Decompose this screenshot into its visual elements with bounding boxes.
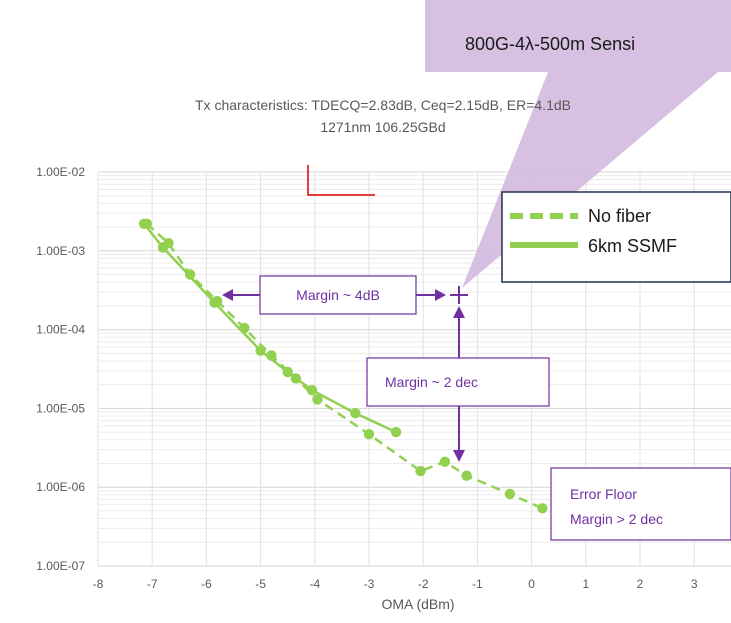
data-point: [415, 465, 426, 477]
x-tick-label: -5: [255, 577, 266, 591]
error-floor-line1: Error Floor: [570, 486, 637, 502]
data-point: [138, 218, 150, 229]
x-tick-label: -2: [418, 577, 429, 591]
data-point: [312, 394, 323, 405]
y-tick-label: 1.00E-03: [36, 244, 85, 258]
data-point: [363, 429, 375, 440]
legend-label-6km: 6km SSMF: [588, 236, 677, 256]
data-point: [350, 408, 361, 419]
legend-label-no-fiber: No fiber: [588, 206, 651, 226]
data-point: [282, 366, 293, 378]
x-tick-label: -1: [472, 577, 483, 591]
series: [138, 218, 548, 514]
x-tick-label: 2: [637, 577, 644, 591]
error-floor-line2: Margin > 2 dec: [570, 511, 663, 527]
series-line-0: [145, 222, 543, 510]
margin-4db-box: Margin ~ 4dB: [259, 275, 417, 315]
x-tick-label: -8: [93, 577, 104, 591]
axis-ticks: 1.00E-02 1.00E-03 1.00E-04 1.00E-05 1.00E-06…: [36, 165, 698, 591]
data-point: [537, 503, 548, 514]
error-floor-box: Error Floor Margin > 2 dec: [550, 467, 731, 541]
data-point: [504, 488, 516, 500]
margin-4db-label: Margin ~ 4dB: [296, 287, 380, 303]
x-axis-label: OMA (dBm): [381, 596, 454, 612]
callout-text: 800G-4λ-500m Sensi: [465, 34, 635, 54]
x-tick-label: -6: [201, 577, 212, 591]
arrowhead-left: [222, 289, 233, 301]
annotations: [222, 286, 468, 462]
data-point: [461, 470, 472, 481]
arrowhead-down: [453, 450, 465, 462]
x-tick-label: -7: [147, 577, 158, 591]
data-point: [209, 297, 220, 308]
y-tick-label: 1.00E-04: [36, 323, 85, 337]
callout-box: [425, 0, 731, 72]
x-tick-label: 3: [691, 577, 698, 591]
x-tick-label: -4: [309, 577, 320, 591]
arrowhead-right: [435, 289, 446, 301]
margin-2dec-box: Margin ~ 2 dec: [366, 357, 550, 407]
y-tick-label: 1.00E-06: [36, 480, 85, 494]
data-point: [255, 345, 266, 356]
x-tick-label: -3: [364, 577, 375, 591]
y-tick-label: 1.00E-05: [36, 401, 85, 415]
y-tick-label: 1.00E-07: [36, 559, 85, 573]
data-point: [390, 426, 402, 438]
chart-title: Tx characteristics: TDECQ=2.83dB, Ceq=2.…: [195, 97, 571, 113]
x-tick-label: 1: [582, 577, 589, 591]
data-point: [439, 456, 451, 467]
y-tick-label: 1.00E-02: [36, 165, 85, 179]
data-point: [157, 242, 169, 253]
arrowhead-up: [453, 306, 465, 318]
data-point: [306, 385, 318, 396]
red-marker: [307, 165, 375, 196]
legend-box: [501, 191, 731, 283]
chart-subtitle: 1271nm 106.25GBd: [320, 119, 445, 135]
x-tick-label: 0: [528, 577, 535, 591]
legend: No fiber 6km SSMF: [501, 191, 731, 283]
margin-2dec-label: Margin ~ 2 dec: [385, 374, 478, 390]
series-line-1: [143, 223, 397, 434]
